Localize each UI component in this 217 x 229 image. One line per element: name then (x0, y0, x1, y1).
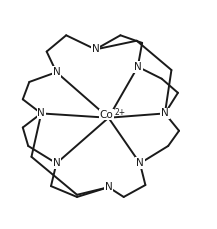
Text: N: N (136, 158, 144, 168)
Text: N: N (37, 108, 45, 118)
Text: 2+: 2+ (115, 108, 126, 117)
Text: N: N (92, 44, 99, 55)
Text: N: N (53, 158, 60, 168)
Text: N: N (53, 67, 60, 77)
Text: N: N (161, 108, 169, 118)
Text: N: N (105, 182, 112, 192)
Text: Co: Co (99, 109, 113, 120)
Text: N: N (134, 62, 142, 72)
